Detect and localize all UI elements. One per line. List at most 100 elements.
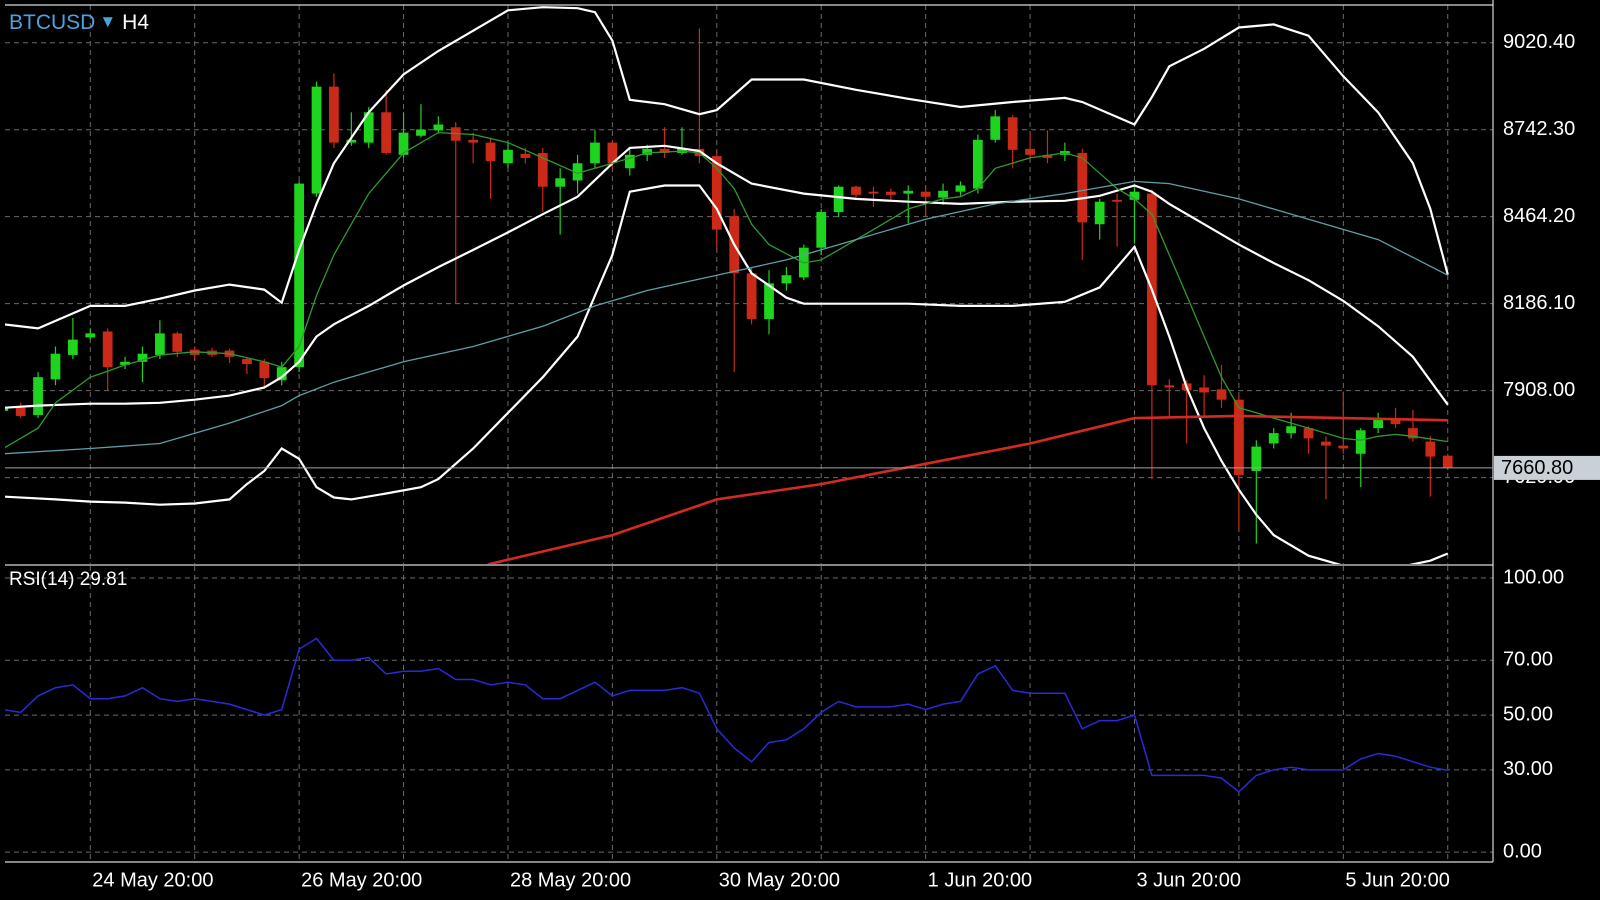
candle-body bbox=[346, 139, 357, 143]
x-tick-label: 26 May 20:00 bbox=[301, 869, 422, 891]
candle-body bbox=[33, 377, 43, 415]
candle-body bbox=[642, 148, 653, 155]
candle-body bbox=[68, 339, 78, 355]
symbol: BTCUSD bbox=[9, 11, 95, 34]
candle-body bbox=[242, 359, 252, 365]
candle-body bbox=[485, 142, 496, 162]
candle-body bbox=[1373, 419, 1384, 429]
candle-body bbox=[137, 353, 148, 362]
indicator-line bbox=[486, 414, 1448, 564]
candle-body bbox=[624, 154, 635, 169]
candle-body bbox=[172, 333, 183, 352]
y-tick-label: 8464.20 bbox=[1503, 205, 1575, 227]
candle-body bbox=[85, 333, 96, 338]
candle-body bbox=[102, 331, 113, 368]
rsi-title: RSI(14) 29.81 bbox=[9, 569, 127, 590]
candle-body bbox=[972, 139, 983, 189]
symbol-title: BTCUSD ▼ H4 bbox=[9, 11, 149, 34]
candle-body bbox=[416, 129, 426, 136]
candle-body bbox=[1164, 385, 1175, 388]
candle-body bbox=[659, 148, 670, 153]
candle-body bbox=[1442, 455, 1453, 468]
indicator-line bbox=[5, 131, 1448, 449]
candle-body bbox=[1199, 387, 1209, 393]
x-tick-label: 24 May 20:00 bbox=[92, 869, 213, 891]
indicator-line bbox=[5, 180, 1449, 455]
price-panel bbox=[5, 6, 1453, 564]
y-tick-label: 100.00 bbox=[1503, 566, 1564, 588]
candle-body bbox=[381, 112, 392, 153]
timeframe[interactable]: H4 bbox=[122, 11, 149, 34]
x-tick-label: 5 Jun 20:00 bbox=[1345, 869, 1450, 891]
candle-body bbox=[868, 191, 879, 194]
candle-body bbox=[746, 273, 757, 319]
candle-body bbox=[1112, 199, 1122, 202]
candle-body bbox=[363, 112, 374, 143]
candle-body bbox=[503, 149, 513, 164]
candle-body bbox=[781, 275, 792, 284]
candle-body bbox=[1077, 152, 1088, 223]
last-price-box bbox=[1494, 455, 1600, 480]
candle-body bbox=[15, 407, 26, 416]
candle-body bbox=[1129, 191, 1140, 200]
candle-body bbox=[955, 185, 966, 192]
candle-body bbox=[1042, 154, 1053, 158]
candle-body bbox=[155, 333, 165, 355]
candle-body bbox=[520, 153, 531, 158]
candle-body bbox=[1321, 441, 1331, 446]
x-tick-label: 28 May 20:00 bbox=[510, 869, 631, 891]
candle-body bbox=[1216, 389, 1227, 400]
candle-body bbox=[990, 116, 1001, 140]
y-tick-label: 8742.30 bbox=[1503, 118, 1575, 140]
candle-body bbox=[851, 186, 861, 195]
symbol-menu[interactable]: ▼ bbox=[99, 12, 116, 31]
candle-body bbox=[433, 124, 444, 131]
candle-body bbox=[816, 212, 827, 248]
candle-body bbox=[1355, 430, 1366, 454]
candle-body bbox=[1303, 428, 1314, 439]
candle-body bbox=[833, 186, 844, 213]
rsi-line bbox=[5, 637, 1448, 793]
x-tick-label: 3 Jun 20:00 bbox=[1136, 869, 1241, 891]
candle-body bbox=[5, 406, 9, 411]
labels: 24 May 20:00 26 May 20:00 28 May 20:00 30 M… bbox=[5, 31, 1600, 891]
candle-body bbox=[1338, 445, 1349, 449]
candle-body bbox=[1251, 446, 1262, 471]
candle-body bbox=[311, 86, 322, 194]
y-tick-label: 9020.40 bbox=[1503, 31, 1575, 53]
candle-body bbox=[711, 156, 722, 230]
candle-body bbox=[468, 139, 479, 143]
candle-body bbox=[1094, 201, 1105, 225]
candle-body bbox=[329, 86, 339, 143]
candle-body bbox=[259, 361, 270, 379]
candle-body bbox=[1268, 433, 1279, 444]
candle-body bbox=[1025, 148, 1035, 155]
candle-body bbox=[885, 191, 896, 195]
candle-body bbox=[1007, 117, 1018, 150]
y-tick-label: 70.00 bbox=[1503, 649, 1553, 671]
x-tick-label: 1 Jun 20:00 bbox=[928, 869, 1033, 891]
y-tick-label: 7908.00 bbox=[1503, 379, 1575, 401]
candle-body bbox=[920, 191, 931, 197]
indicator-line bbox=[5, 144, 1449, 409]
candle-body bbox=[1286, 426, 1296, 434]
y-tick-label: 8186.10 bbox=[1503, 292, 1575, 314]
indicator-line bbox=[5, 184, 1449, 564]
rsi-panel bbox=[5, 637, 1448, 793]
candle-body bbox=[555, 178, 566, 187]
candle-body bbox=[294, 183, 304, 368]
y-tick-label: 0.00 bbox=[1503, 840, 1542, 862]
candle-body bbox=[938, 190, 948, 198]
indicator-line bbox=[5, 6, 1449, 330]
candle-body bbox=[764, 283, 774, 319]
candle-body bbox=[120, 361, 130, 365]
y-tick-label: 30.00 bbox=[1503, 758, 1553, 780]
candle-body bbox=[398, 132, 409, 155]
candle-body bbox=[1408, 428, 1418, 439]
y-tick-label: 50.00 bbox=[1503, 703, 1553, 725]
candle-body bbox=[590, 142, 600, 164]
candle-body bbox=[276, 367, 287, 381]
